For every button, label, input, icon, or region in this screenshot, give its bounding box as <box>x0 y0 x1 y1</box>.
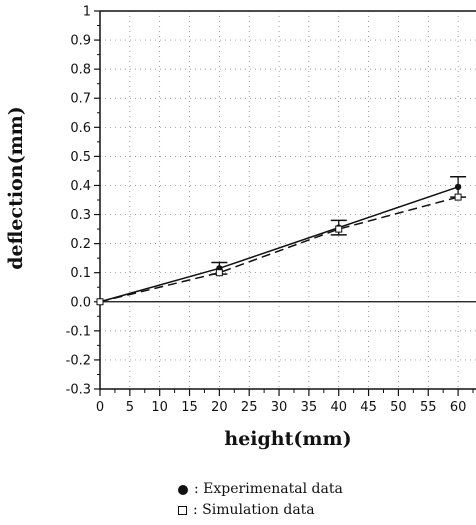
data-point-1-3 <box>454 193 462 201</box>
data-point-1-0 <box>96 298 104 306</box>
data-point-1-2 <box>335 225 343 233</box>
x-tick-label-11: 55 <box>420 400 437 415</box>
x-tick-label-1: 5 <box>126 400 134 415</box>
legend-item-experimental: : Experimenatal data <box>178 479 343 500</box>
x-tick-label-4: 20 <box>211 400 228 415</box>
x-tick-label-2: 10 <box>151 400 168 415</box>
x-tick-label-5: 25 <box>241 400 258 415</box>
legend-label-simulation: : Simulation data <box>193 502 315 518</box>
y-tick-label-9: 0.6 <box>70 121 91 136</box>
x-tick-label-0: 0 <box>96 400 104 415</box>
legend: : Experimenatal data : Simulation data <box>178 479 343 521</box>
x-tick-label-8: 40 <box>330 400 347 415</box>
legend-label-experimental: : Experimenatal data <box>194 481 343 497</box>
y-tick-label-13: 1 <box>83 5 91 20</box>
x-tick-label-6: 30 <box>271 400 288 415</box>
y-axis-title: deflection(mm) <box>5 106 27 270</box>
y-tick-label-3: 0.0 <box>70 295 91 310</box>
series-line-1 <box>99 196 459 303</box>
x-axis-title: height(mm) <box>224 428 351 450</box>
series-layer <box>96 175 467 306</box>
y-tick-label-12: 0.9 <box>70 34 91 49</box>
x-tick-label-12: 60 <box>450 400 467 415</box>
x-tick-label-7: 35 <box>301 400 318 415</box>
legend-item-simulation: : Simulation data <box>178 500 343 521</box>
data-point-1-1 <box>215 269 223 277</box>
data-point-0-3 <box>454 183 462 191</box>
grid-layer <box>100 11 476 389</box>
y-tick-label-8: 0.5 <box>70 150 91 165</box>
x-tick-label-9: 45 <box>360 400 377 415</box>
y-tick-label-6: 0.3 <box>70 208 91 223</box>
y-tick-label-2: -0.1 <box>66 324 91 339</box>
y-tick-label-10: 0.7 <box>70 92 91 107</box>
axes-layer <box>94 10 476 396</box>
y-tick-label-11: 0.8 <box>70 63 91 78</box>
x-tick-label-10: 50 <box>390 400 407 415</box>
y-tick-label-4: 0.1 <box>70 266 91 281</box>
filled-circle-icon <box>178 484 188 495</box>
open-square-icon <box>178 506 187 515</box>
x-tick-label-3: 15 <box>181 400 198 415</box>
y-tick-label-7: 0.4 <box>70 179 91 194</box>
labels-layer: -0.3 -0.2 -0.1 0.0 0.1 0.2 0.3 0.4 0.5 0.6 0.7 0.8 0… <box>66 5 467 416</box>
y-tick-label-1: -0.2 <box>66 353 91 368</box>
series-line-0 <box>99 186 459 303</box>
y-tick-label-0: -0.3 <box>66 383 91 398</box>
y-tick-label-5: 0.2 <box>70 237 91 252</box>
